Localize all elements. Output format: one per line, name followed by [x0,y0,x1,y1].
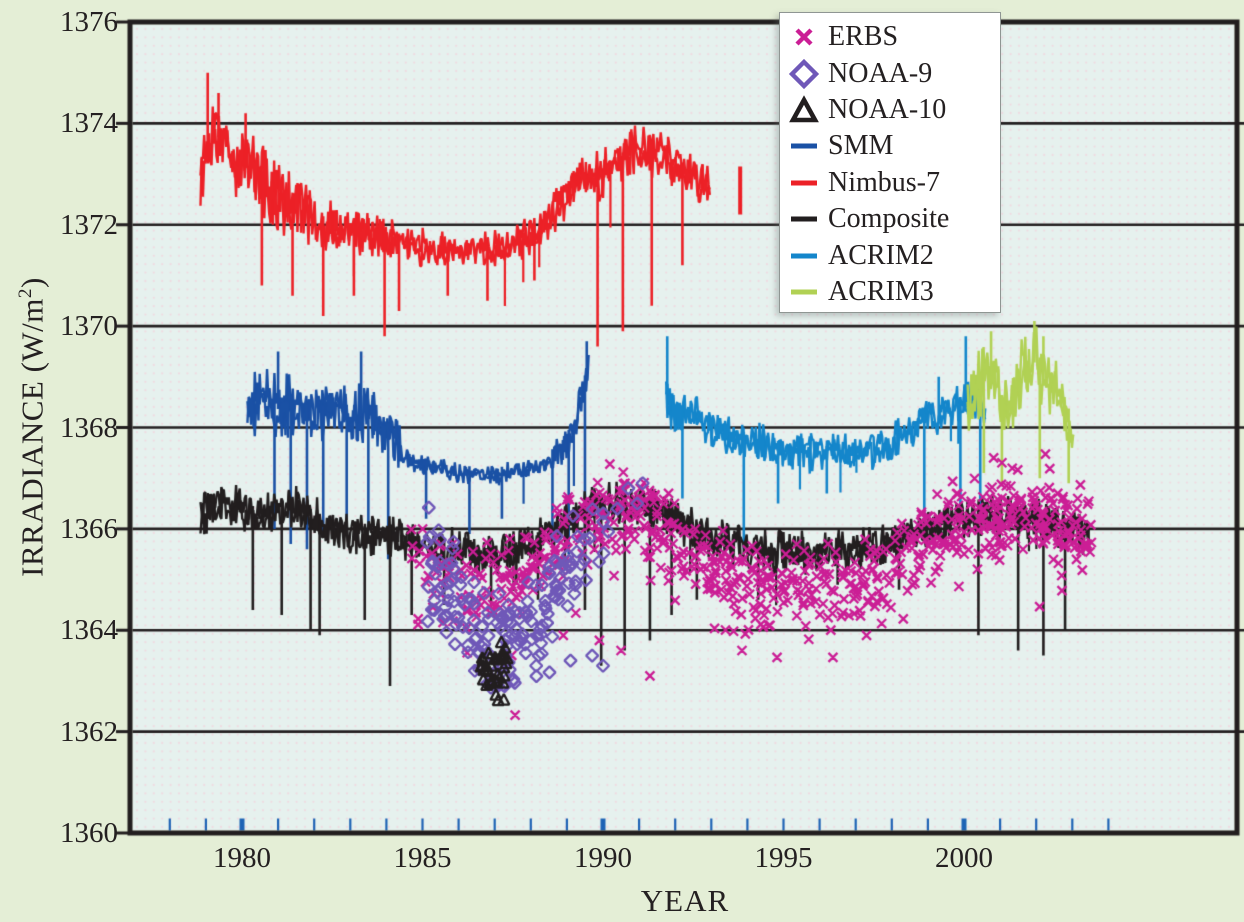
y-tick-label: 1370 [60,310,118,343]
line-swatch-icon [780,141,828,151]
legend-item-acrim2: ACRIM2 [780,237,1000,273]
y-tick-label: 1362 [60,715,118,748]
line-swatch-icon [780,178,828,188]
y-axis-title-sup: 2 [15,288,36,299]
legend-label: ACRIM2 [828,239,934,271]
legend-item-nimbus-7: Nimbus-7 [780,165,1000,201]
legend-item-smm: SMM [780,128,1000,164]
line-swatch-icon [780,287,828,297]
y-axis-title-suffix: ) [14,277,50,288]
x-marker-icon [780,22,828,52]
x-tick-label: 1990 [574,842,632,874]
legend-label: Nimbus-7 [828,166,940,198]
legend-label: NOAA-9 [828,57,933,89]
triangle-marker-icon [780,95,828,125]
legend-label: Composite [828,203,950,235]
y-tick-label: 1376 [60,6,118,38]
legend-label: SMM [828,130,894,162]
legend: ERBS NOAA-9 NOAA-10 SMM Nimbus-7 Composite ACR… [779,12,1001,313]
x-tick-label: 1985 [393,842,452,874]
line-swatch-icon [780,251,828,261]
legend-label: ACRIM3 [828,275,934,307]
legend-item-composite: Composite [780,201,1000,237]
y-tick-label: 1364 [60,614,118,647]
x-tick-label: 1995 [754,842,813,874]
y-tick-label: 1374 [60,107,118,140]
y-tick-label: 1366 [60,512,118,545]
legend-item-acrim3: ACRIM3 [780,274,1000,310]
line-swatch-icon [780,214,828,224]
x-tick-label: 1980 [213,842,271,874]
legend-item-noaa-10: NOAA-10 [780,92,1000,128]
y-tick-label: 1368 [60,411,118,444]
y-tick-label: 1372 [60,208,118,241]
x-axis-title: YEAR [640,883,730,918]
legend-label: NOAA-10 [828,93,947,125]
legend-label: ERBS [828,21,899,53]
diamond-marker-icon [780,58,828,90]
legend-item-noaa-9: NOAA-9 [780,55,1000,91]
x-tick-label: 2000 [935,842,993,874]
legend-item-erbs: ERBS [780,19,1000,55]
y-tick-label: 1360 [60,817,118,849]
